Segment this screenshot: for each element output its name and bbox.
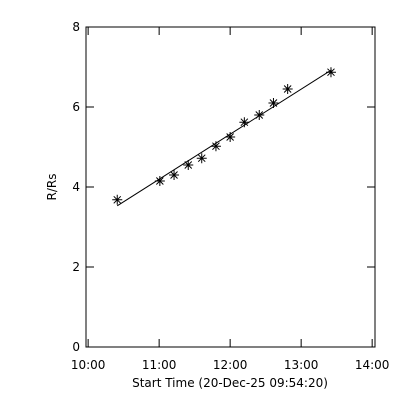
marker — [268, 98, 279, 108]
x-tick-label: 14:00 — [355, 358, 390, 372]
marker — [282, 84, 293, 94]
x-axis-label: Start Time (20-Dec-25 09:54:20) — [132, 376, 328, 390]
y-tick-label: 8 — [72, 20, 80, 34]
marker — [225, 132, 236, 142]
marker — [169, 170, 180, 180]
x-tick-label: 10:00 — [71, 358, 106, 372]
y-axis-label: R/Rs — [45, 174, 59, 201]
marker — [112, 194, 123, 205]
x-tick-label: 13:00 — [284, 358, 319, 372]
fit-line — [116, 69, 332, 207]
marker — [210, 141, 221, 152]
marker — [254, 110, 265, 120]
y-tick-label: 0 — [72, 340, 80, 354]
x-tick-label: 12:00 — [213, 358, 248, 372]
marker — [196, 153, 207, 164]
y-tick-label: 6 — [72, 100, 80, 114]
marker — [154, 176, 165, 186]
y-tick-label: 4 — [72, 180, 80, 194]
marker — [239, 117, 250, 128]
y-tick-label: 2 — [72, 260, 80, 274]
marker — [325, 67, 336, 78]
plot-frame — [85, 26, 376, 348]
x-tick-label: 11:00 — [142, 358, 177, 372]
marker — [183, 160, 194, 170]
